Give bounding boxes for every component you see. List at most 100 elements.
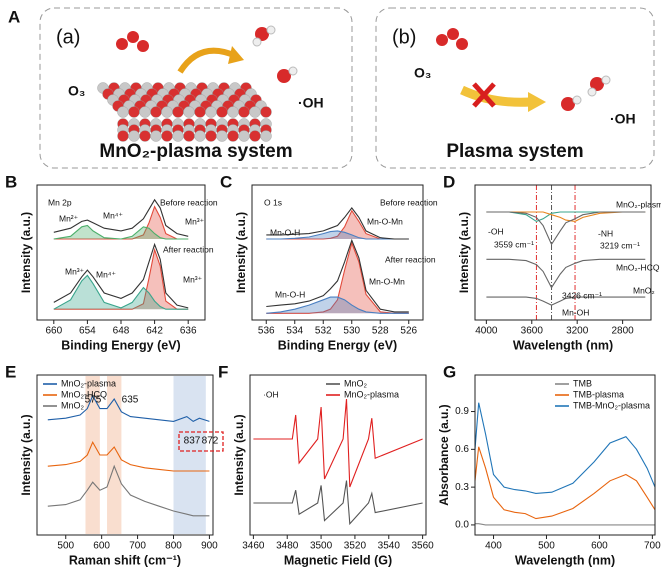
annotation: MnO₂-plasma [616,199,661,209]
x-axis-label: Raman shift (cm⁻¹) [69,553,181,567]
atom [150,106,162,118]
product: ·OH [298,95,324,111]
x-axis-label: Binding Energy (eV) [61,338,180,352]
arrow [177,47,238,74]
x-axis-label: Magnetic Field (G) [284,553,392,567]
y-axis-label: Absorbance (a.u.) [437,404,451,505]
panel-label: B [5,172,17,191]
curve [486,296,646,306]
annotation: Mn-O-H [275,289,305,299]
annotation: 837 [184,436,201,447]
annotation: Mn-OH [562,307,589,317]
x-tick-label: 526 [400,326,417,337]
peak-area [53,275,189,310]
annotation: 3219 cm⁻¹ [600,240,640,250]
arrow [460,85,531,107]
legend-label: MnO₂ [61,400,85,410]
x-tick-label: 800 [165,541,182,552]
atom [128,130,140,142]
water-molecule [561,95,582,111]
annotation: Mn 2p [48,197,72,207]
atom [249,106,261,118]
atom [194,106,206,118]
annotation: 3426 cm⁻¹ [562,290,602,300]
curve [53,247,189,310]
reactant: O₃ [414,65,431,81]
x-tick-label: 3500 [310,541,333,552]
x-tick-label: 530 [343,326,360,337]
x-tick-label: 2800 [611,326,634,337]
x-tick-label: 534 [286,326,303,337]
curve [47,440,210,472]
arrow-head [228,46,244,64]
curve [53,224,189,240]
reactant: O₃ [68,83,85,99]
atom [227,106,239,118]
curve [47,394,210,423]
curve [53,198,189,237]
y-tick-label: 0.3 [455,482,469,493]
atom [205,130,217,142]
legend-label: MnO₂-HCQ [61,389,107,399]
atom [260,130,272,142]
water-molecule [277,66,298,83]
curve [53,274,189,310]
atom [172,130,184,142]
atom [249,130,261,142]
y-tick-label: 0.6 [455,444,469,455]
curve [486,211,646,246]
atom [194,130,206,142]
curve [253,398,423,488]
cross [472,82,496,108]
x-axis-label: Wavelength (nm) [515,553,615,567]
x-tick-label: 700 [644,541,661,552]
peak-area [53,225,189,239]
annotation: Mn-O-Mn [369,276,405,286]
caption: Plasma system [446,141,583,162]
y-axis-label: Intensity (a.u.) [19,212,33,293]
water-molecule [252,25,276,47]
x-tick-label: 3540 [378,541,401,552]
x-tick-label: 648 [113,326,130,337]
water-molecule [587,75,611,97]
atom [238,130,250,142]
x-tick-label: 528 [372,326,389,337]
annotation: 872 [202,436,219,447]
atom [117,106,129,118]
curve [474,446,656,520]
y-axis-label: Intensity (a.u.) [232,414,246,495]
panel-label: C [220,172,232,191]
annotation: 575 [85,395,102,406]
curve [266,206,409,240]
legend-label: TMB-MnO₂-plasma [573,400,650,410]
x-tick-label: 3480 [276,541,299,552]
ozone-molecule [116,31,149,52]
y-axis-label: Intensity (a.u.) [457,212,471,293]
x-tick-label: 636 [180,326,197,337]
plot-frame [474,184,652,321]
atom [227,130,239,142]
annotation: After reaction [385,254,436,264]
x-tick-label: 536 [258,326,275,337]
plot-frame [251,184,424,321]
curve [266,238,409,313]
peak-area [266,297,409,314]
atom [172,106,184,118]
caption: MnO₂-plasma system [99,141,292,162]
plot-frame [474,374,656,536]
band [85,376,100,534]
curve [253,480,423,526]
x-tick-label: 4000 [475,326,498,337]
panel-label: E [5,362,16,381]
annotation: 3559 cm⁻¹ [494,239,534,249]
x-tick-label: 600 [93,541,110,552]
atom [183,130,195,142]
annotation: Mn⁴⁺ [103,210,123,220]
curve [474,402,656,494]
panel-tag: (a) [56,26,80,48]
annotation: Mn³⁺ [183,274,203,284]
x-tick-label: 700 [129,541,146,552]
x-tick-label: 3600 [521,326,544,337]
arrow-head [528,92,546,112]
highlight-box [178,431,224,452]
